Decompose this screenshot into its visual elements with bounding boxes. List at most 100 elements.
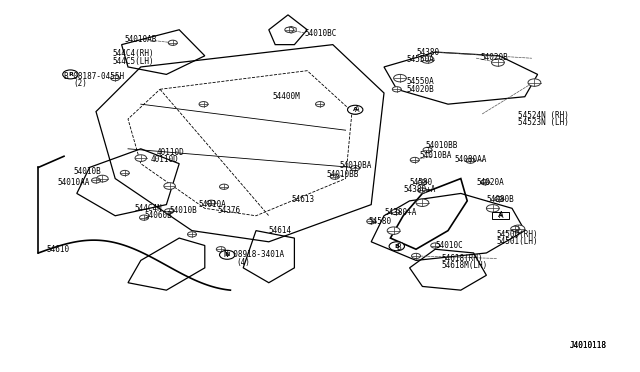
- Circle shape: [97, 175, 108, 182]
- Circle shape: [216, 247, 225, 252]
- Text: 54010BC: 54010BC: [304, 29, 337, 38]
- Circle shape: [199, 102, 208, 107]
- Circle shape: [412, 253, 420, 259]
- Text: 54614: 54614: [269, 226, 292, 235]
- Text: N: N: [225, 252, 230, 257]
- Text: J4010118: J4010118: [570, 341, 607, 350]
- Circle shape: [466, 158, 475, 163]
- Text: 54580: 54580: [410, 178, 433, 187]
- Circle shape: [528, 79, 541, 86]
- Circle shape: [512, 225, 525, 232]
- Circle shape: [486, 205, 499, 212]
- Text: 544C4N: 544C4N: [134, 204, 162, 213]
- Circle shape: [351, 109, 360, 114]
- Text: (4): (4): [237, 258, 251, 267]
- Text: 54610: 54610: [47, 245, 70, 254]
- Text: 54080B: 54080B: [486, 195, 514, 203]
- Circle shape: [285, 27, 294, 32]
- Text: 54380+A: 54380+A: [384, 208, 417, 217]
- Text: 54080AA: 54080AA: [454, 155, 487, 164]
- Text: 54500(RH): 54500(RH): [496, 230, 538, 239]
- Text: J4010118: J4010118: [570, 341, 607, 350]
- Circle shape: [207, 200, 216, 205]
- Text: 54501(LH): 54501(LH): [496, 237, 538, 246]
- Text: 544C5(LH): 544C5(LH): [112, 57, 154, 66]
- Text: 54020B: 54020B: [406, 85, 434, 94]
- Text: A: A: [355, 105, 360, 114]
- Text: 54550A: 54550A: [406, 77, 434, 86]
- Text: 40110D: 40110D: [157, 148, 184, 157]
- Text: R: R: [68, 72, 73, 77]
- Circle shape: [164, 209, 173, 214]
- Circle shape: [416, 199, 429, 206]
- Circle shape: [495, 196, 504, 202]
- Text: 54010BB: 54010BB: [326, 170, 359, 179]
- Text: 54010BB: 54010BB: [426, 141, 458, 150]
- Circle shape: [220, 250, 235, 259]
- Text: 54618(RH): 54618(RH): [442, 254, 483, 263]
- Text: 54010BA: 54010BA: [419, 151, 452, 160]
- Circle shape: [492, 59, 504, 66]
- Circle shape: [367, 219, 376, 224]
- Text: 54020B: 54020B: [480, 53, 508, 62]
- Circle shape: [387, 227, 400, 234]
- FancyBboxPatch shape: [492, 212, 509, 219]
- Circle shape: [92, 178, 100, 183]
- Text: 54618M(LH): 54618M(LH): [442, 261, 488, 270]
- Text: B: B: [397, 243, 401, 252]
- Circle shape: [511, 226, 520, 231]
- Circle shape: [392, 87, 401, 92]
- Circle shape: [111, 76, 120, 81]
- Text: (2): (2): [74, 79, 88, 88]
- Text: 54376: 54376: [218, 206, 241, 215]
- Text: 54550A: 54550A: [406, 55, 434, 64]
- Text: 54010A: 54010A: [198, 200, 226, 209]
- Text: 54400M: 54400M: [272, 92, 300, 101]
- Text: A: A: [498, 213, 503, 218]
- Circle shape: [220, 184, 228, 189]
- Text: B: B: [394, 244, 399, 249]
- Circle shape: [140, 215, 148, 220]
- Text: 54010AB: 54010AB: [125, 35, 157, 44]
- Circle shape: [348, 105, 363, 114]
- Text: 54380+A: 54380+A: [403, 185, 436, 194]
- Circle shape: [164, 183, 175, 189]
- Text: 54380: 54380: [416, 48, 439, 57]
- Text: 54523N (LH): 54523N (LH): [518, 118, 569, 126]
- Circle shape: [120, 170, 129, 176]
- Text: A: A: [499, 211, 504, 220]
- Text: 54010B: 54010B: [74, 167, 101, 176]
- Circle shape: [188, 232, 196, 237]
- Text: 54524N (RH): 54524N (RH): [518, 111, 569, 120]
- Circle shape: [394, 74, 406, 82]
- Text: 54060B: 54060B: [144, 211, 172, 220]
- Circle shape: [168, 40, 177, 45]
- Circle shape: [421, 56, 434, 63]
- Text: B 08187-0455H: B 08187-0455H: [64, 72, 124, 81]
- Circle shape: [391, 209, 400, 215]
- Text: 54613: 54613: [291, 195, 314, 203]
- Text: N 08918-3401A: N 08918-3401A: [224, 250, 284, 259]
- Circle shape: [418, 180, 427, 185]
- Polygon shape: [286, 26, 296, 33]
- Circle shape: [316, 102, 324, 107]
- Circle shape: [135, 155, 147, 161]
- Text: 54010C: 54010C: [435, 241, 463, 250]
- Circle shape: [481, 180, 490, 185]
- Circle shape: [410, 157, 419, 163]
- Text: 54010AA: 54010AA: [58, 178, 90, 187]
- Text: 54580: 54580: [368, 217, 391, 226]
- Text: 54020A: 54020A: [477, 178, 504, 187]
- Circle shape: [423, 147, 432, 153]
- Text: 544C4(RH): 544C4(RH): [112, 49, 154, 58]
- Circle shape: [63, 70, 78, 79]
- Circle shape: [330, 174, 339, 179]
- Circle shape: [351, 166, 360, 171]
- Text: 40110D: 40110D: [150, 155, 178, 164]
- Text: A: A: [353, 107, 358, 112]
- Circle shape: [431, 243, 440, 248]
- Circle shape: [418, 188, 427, 193]
- Text: 54010BA: 54010BA: [339, 161, 372, 170]
- Text: 54010B: 54010B: [170, 206, 197, 215]
- Circle shape: [389, 242, 404, 251]
